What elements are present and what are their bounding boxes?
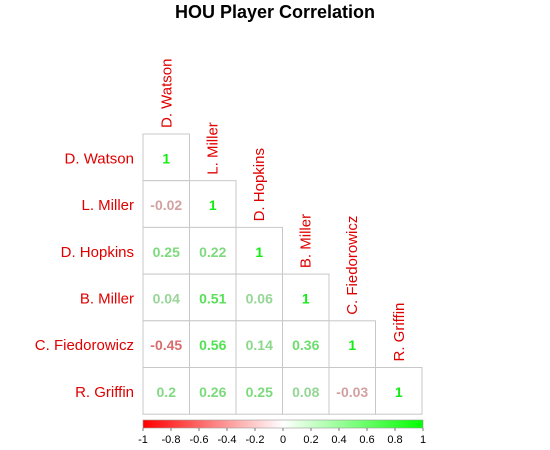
cell-value-label: 0.14 — [246, 337, 273, 353]
heatmap-cell — [142, 320, 190, 368]
heatmap-cell — [142, 133, 190, 182]
column-label-c-fiedorowicz: C. Fiedorowicz — [344, 216, 361, 315]
colorbar-tick-label: 0 — [280, 434, 286, 446]
heatmap-cell — [282, 320, 330, 368]
chart-title: HOU Player Correlation — [174, 2, 376, 22]
colorbar-tick-label: -0.6 — [190, 434, 209, 446]
heatmap-cell — [328, 320, 376, 368]
cell-value-label: 0.2 — [157, 384, 177, 400]
column-label-b-miller: B. Miller — [298, 214, 315, 268]
heatmap-cell — [235, 367, 283, 415]
cell-value-label: 0.06 — [246, 290, 273, 306]
cell-value-label: 0.08 — [292, 384, 319, 400]
heatmap-cell — [142, 273, 190, 322]
heatmap-cell — [189, 273, 237, 322]
heatmap-cell — [235, 226, 283, 275]
colorbar-tick-label: -1 — [138, 434, 148, 446]
cell-value-label: 1 — [395, 384, 403, 400]
colorbar-tick-label: -0.2 — [246, 434, 265, 446]
cell-value-label: -0.02 — [150, 197, 182, 213]
heatmap-cell — [235, 320, 283, 368]
row-label-c-fiedorowicz: C. Fiedorowicz — [35, 337, 134, 354]
colorbar-tick-label: -0.4 — [218, 434, 237, 446]
column-label-r-griffin: R. Griffin — [391, 303, 408, 362]
heatmap-cell — [189, 180, 237, 228]
row-label-d-hopkins: D. Hopkins — [61, 244, 134, 261]
cell-value-label: 0.25 — [246, 384, 273, 400]
cell-value-label: 0.04 — [153, 290, 180, 306]
cell-value-label: 1 — [209, 197, 217, 213]
colorbar-tick-label: 0.6 — [359, 434, 374, 446]
column-label-d-hopkins: D. Hopkins — [251, 148, 268, 221]
cell-value-label: 1 — [348, 337, 356, 353]
cell-value-label: -0.03 — [336, 384, 368, 400]
heatmap-cell — [235, 273, 283, 322]
row-label-b-miller: B. Miller — [80, 290, 134, 307]
column-label-d-watson: D. Watson — [158, 59, 175, 128]
cell-value-label: 0.22 — [199, 244, 226, 260]
colorbar-tick-label: 0.8 — [387, 434, 402, 446]
heatmap-cell — [189, 320, 237, 368]
cell-value-label: 0.36 — [292, 337, 319, 353]
cell-value-label: 0.51 — [199, 290, 226, 306]
cell-value-label: 0.26 — [199, 384, 226, 400]
heatmap-cell — [375, 367, 423, 415]
colorbar-tick-label: 0.4 — [331, 434, 346, 446]
heatmap-cell — [282, 367, 330, 415]
cell-value-label: 1 — [255, 244, 263, 260]
cell-value-label: 0.56 — [199, 337, 226, 353]
row-label-l-miller: L. Miller — [81, 197, 134, 214]
row-label-d-watson: D. Watson — [65, 150, 134, 167]
cell-value-label: 1 — [162, 150, 170, 166]
row-label-r-griffin: R. Griffin — [75, 384, 134, 401]
colorbar-tick-label: 0.2 — [303, 434, 318, 446]
colorbar-tick-label: -0.8 — [162, 434, 181, 446]
column-label-l-miller: L. Miller — [205, 122, 222, 175]
cell-value-label: -0.45 — [150, 337, 182, 353]
cell-value-label: 0.25 — [153, 244, 180, 260]
colorbar-tick-label: 1 — [420, 434, 426, 446]
cell-value-label: 1 — [302, 290, 310, 306]
colorbar — [142, 419, 424, 429]
heatmap-cell — [189, 226, 237, 275]
